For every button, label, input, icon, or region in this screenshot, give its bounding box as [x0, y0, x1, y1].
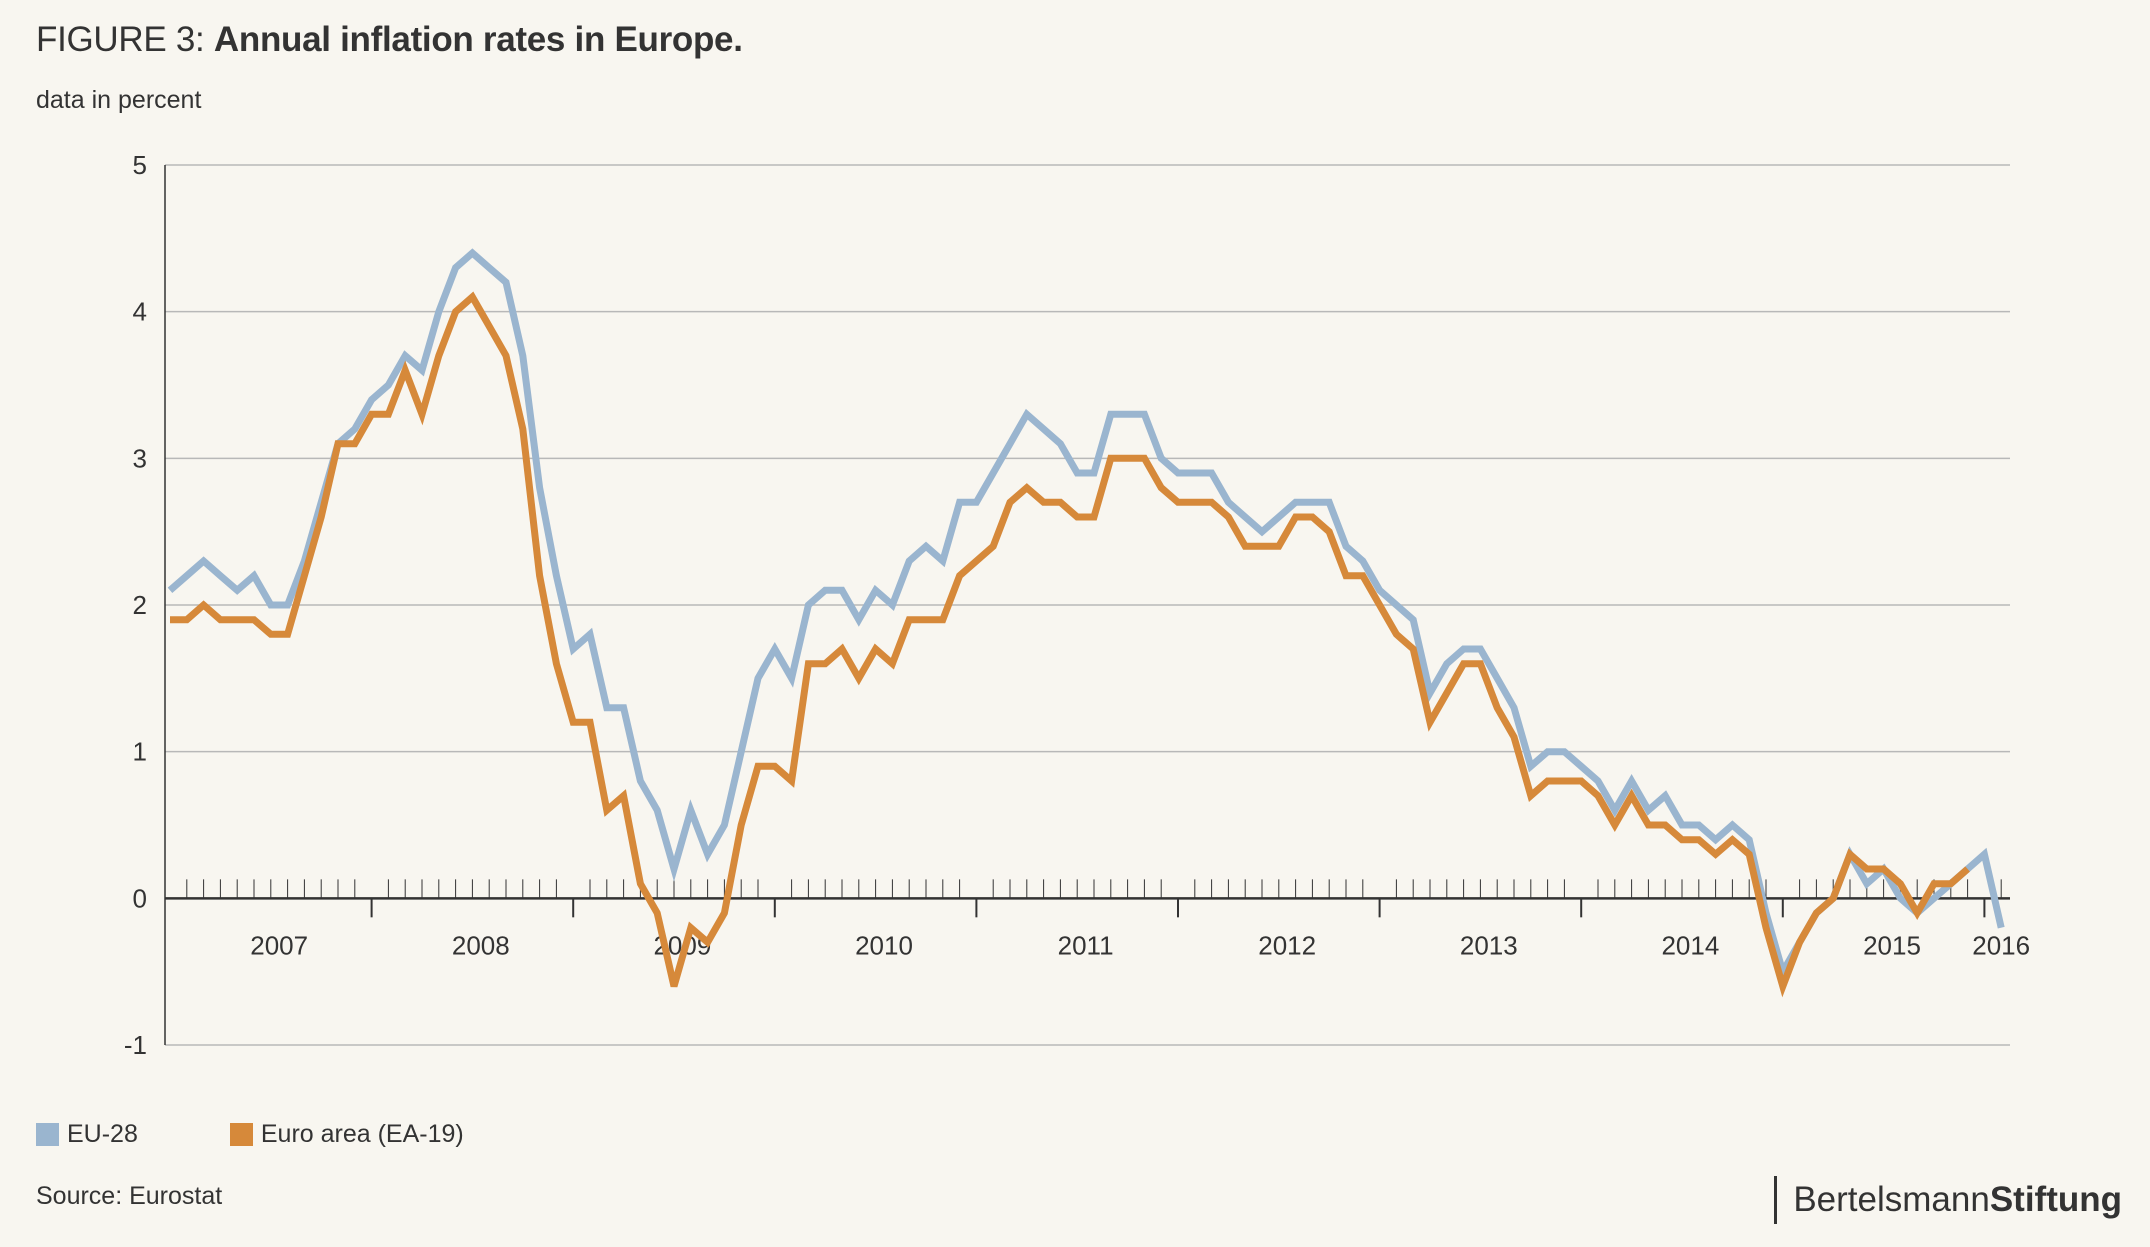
- legend-item-ea19: Euro area (EA-19): [229, 1120, 464, 1149]
- brand-name-bold: Stiftung: [1989, 1180, 2122, 1219]
- chart-title-text: Annual inflation rates in Europe.: [213, 20, 743, 59]
- x-tick-label-2013: 2013: [1460, 930, 1518, 960]
- chart-subtitle: data in percent: [36, 86, 202, 114]
- x-tick-label-2007: 2007: [250, 930, 308, 960]
- legend-label-eu28: EU-28: [67, 1120, 138, 1148]
- legend-label-ea19: Euro area (EA-19): [260, 1120, 464, 1148]
- y-tick-label-2: 2: [133, 590, 147, 620]
- legend: EU-28 Euro area (EA-19): [36, 1120, 464, 1149]
- y-tick-label-3: 3: [133, 443, 147, 473]
- x-tick-label-2008: 2008: [452, 930, 510, 960]
- x-tick-label-2015: 2015: [1863, 930, 1921, 960]
- y-tick-label-1: 1: [133, 737, 147, 767]
- x-tick-label-2012: 2012: [1258, 930, 1316, 960]
- y-tick-label-5: 5: [133, 150, 147, 180]
- x-tick-label-2016: 2016: [1972, 930, 2030, 960]
- x-tick-label-2010: 2010: [855, 930, 913, 960]
- brand-divider: [1774, 1176, 1778, 1224]
- brand-name-regular: Bertelsmann: [1793, 1180, 1990, 1219]
- source-note: Source: Eurostat: [36, 1182, 223, 1210]
- series-line-ea19: [170, 291, 1970, 998]
- y-tick-label-0: 0: [133, 883, 147, 913]
- series-line-eu28: [167, 248, 2005, 981]
- legend-item-eu28: EU-28: [36, 1120, 138, 1149]
- y-tick-label-4: 4: [133, 297, 147, 327]
- x-tick-label-2014: 2014: [1661, 930, 1719, 960]
- y-tick-label--1: -1: [124, 1030, 147, 1060]
- legend-swatch-eu28: [36, 1123, 59, 1146]
- figure-label: FIGURE 3:: [36, 20, 205, 59]
- brand-logo: Bertelsmann Stiftung: [1774, 1176, 2122, 1224]
- x-tick-label-2011: 2011: [1058, 930, 1114, 960]
- chart-title: FIGURE 3: Annual inflation rates in Euro…: [36, 20, 743, 60]
- legend-swatch-ea19: [229, 1123, 253, 1146]
